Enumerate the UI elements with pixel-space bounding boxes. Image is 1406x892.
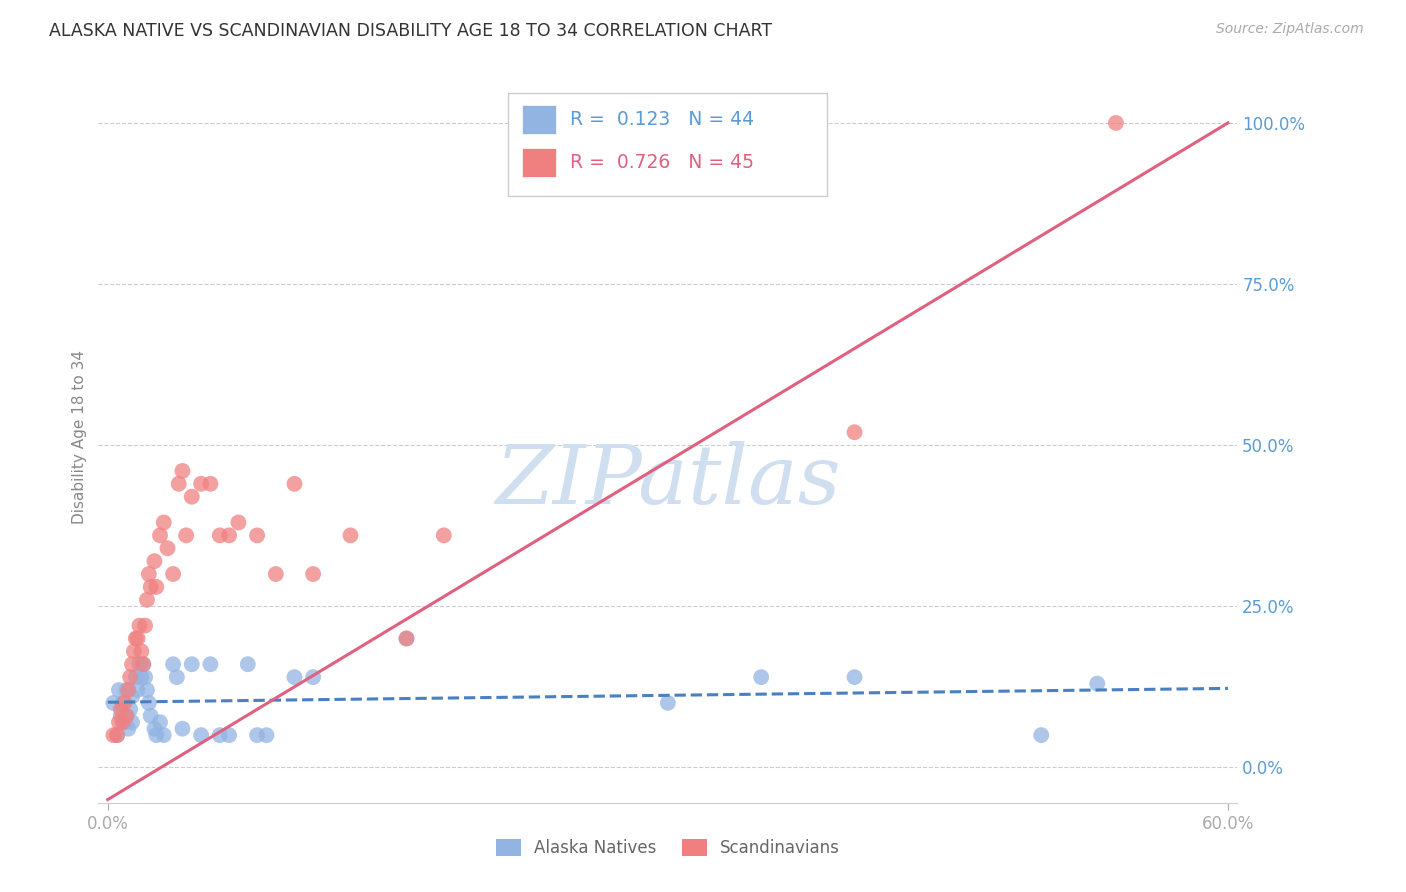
Point — [1105, 116, 1128, 130]
Point — [246, 528, 269, 542]
Point — [166, 670, 188, 684]
Point — [122, 644, 145, 658]
Point — [127, 683, 149, 698]
Point — [162, 567, 184, 582]
Point — [256, 728, 278, 742]
Point — [120, 670, 142, 684]
Point — [174, 528, 197, 542]
Point — [218, 528, 240, 542]
Point — [208, 528, 231, 542]
Point — [190, 476, 212, 491]
Point — [120, 702, 142, 716]
Point — [138, 696, 160, 710]
Point — [246, 728, 269, 742]
Point — [121, 715, 143, 730]
Point — [131, 644, 153, 658]
FancyBboxPatch shape — [522, 105, 557, 135]
Point — [134, 670, 156, 684]
Point — [167, 476, 190, 491]
Point — [134, 618, 156, 632]
Point — [143, 554, 166, 568]
Point — [111, 715, 134, 730]
Point — [1085, 676, 1108, 690]
Point — [136, 592, 159, 607]
FancyBboxPatch shape — [522, 148, 557, 178]
Point — [218, 728, 240, 742]
Legend: Alaska Natives, Scandinavians: Alaska Natives, Scandinavians — [489, 832, 846, 864]
Point — [190, 728, 212, 742]
Point — [433, 528, 456, 542]
Point — [844, 670, 866, 684]
Point — [208, 728, 231, 742]
Point — [132, 657, 155, 672]
FancyBboxPatch shape — [509, 94, 827, 195]
Point — [200, 657, 222, 672]
Point — [149, 528, 172, 542]
Point — [152, 728, 174, 742]
Point — [128, 618, 150, 632]
Point — [111, 696, 134, 710]
Point — [844, 425, 866, 440]
Point — [110, 708, 132, 723]
Point — [200, 476, 222, 491]
Point — [264, 567, 287, 582]
Point — [302, 670, 325, 684]
Point — [110, 702, 132, 716]
Point — [139, 580, 162, 594]
Point — [339, 528, 361, 542]
Text: R =  0.726   N = 45: R = 0.726 N = 45 — [569, 153, 754, 172]
Point — [395, 632, 418, 646]
Point — [127, 632, 149, 646]
Point — [180, 490, 202, 504]
Point — [228, 516, 250, 530]
Point — [172, 722, 194, 736]
Point — [139, 708, 162, 723]
Point — [128, 657, 150, 672]
Point — [657, 696, 679, 710]
Point — [114, 715, 136, 730]
Point — [236, 657, 259, 672]
Point — [180, 657, 202, 672]
Point — [156, 541, 179, 556]
Point — [149, 715, 172, 730]
Point — [108, 683, 131, 698]
Point — [105, 728, 128, 742]
Text: ZIPatlas: ZIPatlas — [495, 441, 841, 521]
Point — [143, 722, 166, 736]
Point — [108, 715, 131, 730]
Point — [1031, 728, 1053, 742]
Point — [125, 632, 148, 646]
Y-axis label: Disability Age 18 to 34: Disability Age 18 to 34 — [72, 350, 87, 524]
Point — [132, 657, 155, 672]
Point — [105, 728, 128, 742]
Point — [121, 657, 143, 672]
Point — [749, 670, 772, 684]
Point — [138, 567, 160, 582]
Point — [115, 708, 138, 723]
Point — [125, 670, 148, 684]
Text: R =  0.123   N = 44: R = 0.123 N = 44 — [569, 110, 754, 129]
Point — [283, 670, 305, 684]
Point — [103, 696, 125, 710]
Point — [162, 657, 184, 672]
Text: Source: ZipAtlas.com: Source: ZipAtlas.com — [1216, 22, 1364, 37]
Point — [136, 683, 159, 698]
Point — [115, 708, 138, 723]
Point — [117, 722, 139, 736]
Point — [115, 683, 138, 698]
Point — [283, 476, 305, 491]
Point — [145, 580, 167, 594]
Point — [117, 683, 139, 698]
Point — [121, 690, 143, 704]
Point — [145, 728, 167, 742]
Point — [152, 516, 174, 530]
Point — [103, 728, 125, 742]
Point — [395, 632, 418, 646]
Text: ALASKA NATIVE VS SCANDINAVIAN DISABILITY AGE 18 TO 34 CORRELATION CHART: ALASKA NATIVE VS SCANDINAVIAN DISABILITY… — [49, 22, 772, 40]
Point — [131, 670, 153, 684]
Point — [172, 464, 194, 478]
Point — [302, 567, 325, 582]
Point — [114, 696, 136, 710]
